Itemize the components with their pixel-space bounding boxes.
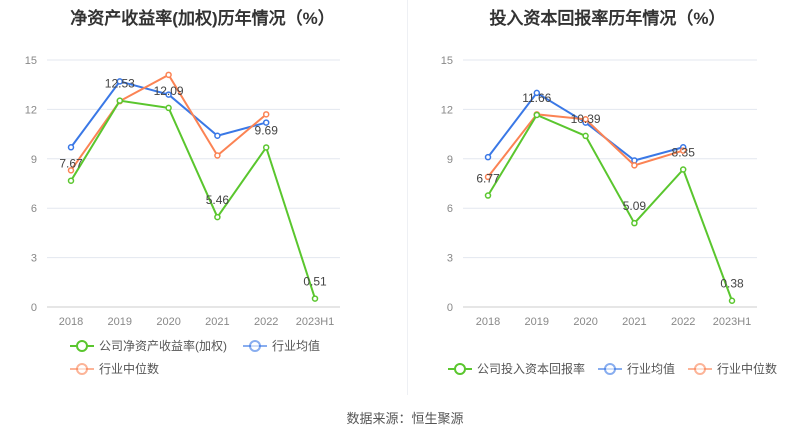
- data-point[interactable]: [262, 111, 270, 118]
- data-point[interactable]: [311, 295, 319, 302]
- data-label: 7.67: [59, 157, 83, 171]
- x-tick-label: 2020: [156, 316, 180, 328]
- data-point[interactable]: [533, 89, 541, 97]
- data-label: 5.46: [206, 193, 230, 207]
- chart-title-roe: 净资产收益率(加权)历年情况（%）: [70, 9, 335, 28]
- data-point[interactable]: [262, 119, 270, 126]
- x-tick-label: 2023H1: [296, 316, 335, 328]
- series-line-1: [487, 91, 684, 162]
- data-point[interactable]: [631, 162, 638, 169]
- data-point[interactable]: [533, 111, 541, 119]
- data-point[interactable]: [484, 153, 492, 161]
- legend-label[interactable]: 行业中位数: [717, 361, 777, 376]
- legend-label[interactable]: 公司投入资本回报率: [477, 361, 585, 376]
- x-tick-label: 2022: [671, 316, 695, 328]
- data-label: 12.09: [154, 84, 184, 98]
- legend-marker[interactable]: [694, 363, 706, 375]
- data-point[interactable]: [679, 166, 687, 173]
- data-point[interactable]: [484, 173, 492, 181]
- y-tick-label: 9: [447, 154, 453, 166]
- x-tick-label: 2021: [622, 316, 646, 328]
- x-tick-label: 2018: [476, 316, 500, 328]
- data-point[interactable]: [484, 192, 492, 199]
- legend-marker[interactable]: [249, 340, 261, 352]
- data-label: 0.51: [303, 275, 327, 289]
- legend-label[interactable]: 行业均值: [272, 338, 320, 353]
- legend-label[interactable]: 公司净资产收益率(加权): [99, 338, 227, 353]
- divider: [407, 0, 408, 395]
- legend-label[interactable]: 行业均值: [627, 361, 675, 376]
- x-tick-label: 2018: [59, 316, 83, 328]
- data-label: 9.69: [255, 123, 279, 137]
- data-point[interactable]: [214, 132, 221, 139]
- data-point[interactable]: [214, 213, 221, 221]
- source-note: 数据来源：恒生聚源: [346, 411, 464, 426]
- legend-marker[interactable]: [76, 363, 88, 375]
- data-label: 6.77: [476, 172, 500, 186]
- data-point[interactable]: [582, 116, 589, 123]
- y-tick-label: 12: [441, 104, 453, 116]
- data-point[interactable]: [165, 71, 172, 79]
- data-point[interactable]: [679, 147, 687, 154]
- data-point[interactable]: [67, 144, 75, 151]
- legend-label[interactable]: 行业中位数: [99, 361, 159, 376]
- data-point[interactable]: [728, 297, 736, 304]
- y-tick-label: 3: [31, 253, 37, 265]
- data-label: 11.66: [522, 91, 551, 105]
- data-point[interactable]: [116, 97, 124, 104]
- data-point[interactable]: [214, 152, 221, 159]
- legend-marker[interactable]: [604, 363, 616, 375]
- chart-title-roic: 投入资本回报率历年情况（%）: [489, 9, 726, 28]
- x-tick-label: 2019: [525, 316, 549, 328]
- data-point[interactable]: [67, 177, 75, 184]
- legend-marker[interactable]: [76, 340, 88, 352]
- x-tick-label: 2022: [254, 316, 278, 328]
- y-tick-label: 6: [31, 203, 37, 215]
- y-tick-label: 0: [447, 302, 453, 314]
- series-line-0: [70, 99, 316, 299]
- data-label: 0.38: [720, 277, 744, 291]
- y-tick-label: 12: [25, 104, 37, 116]
- y-tick-label: 6: [447, 203, 453, 215]
- y-tick-label: 3: [447, 253, 453, 265]
- data-point[interactable]: [67, 167, 75, 174]
- x-tick-label: 2019: [108, 316, 132, 328]
- y-tick-label: 15: [441, 55, 453, 67]
- data-label: 8.35: [672, 146, 696, 160]
- data-point[interactable]: [165, 91, 172, 98]
- data-point[interactable]: [116, 78, 124, 85]
- x-tick-label: 2021: [205, 316, 229, 328]
- data-label: 5.09: [623, 199, 647, 213]
- x-tick-label: 2020: [573, 316, 597, 328]
- data-point[interactable]: [582, 132, 589, 140]
- series-line-0: [487, 113, 733, 302]
- y-tick-label: 0: [31, 302, 37, 314]
- data-label: 10.39: [571, 112, 601, 126]
- x-tick-label: 2023H1: [713, 316, 752, 328]
- data-point[interactable]: [165, 104, 172, 112]
- data-point[interactable]: [262, 144, 270, 151]
- y-tick-label: 15: [25, 55, 37, 67]
- legend-marker[interactable]: [454, 363, 466, 375]
- data-label: 12.53: [105, 77, 135, 91]
- data-point[interactable]: [631, 219, 638, 227]
- y-tick-label: 9: [31, 154, 37, 166]
